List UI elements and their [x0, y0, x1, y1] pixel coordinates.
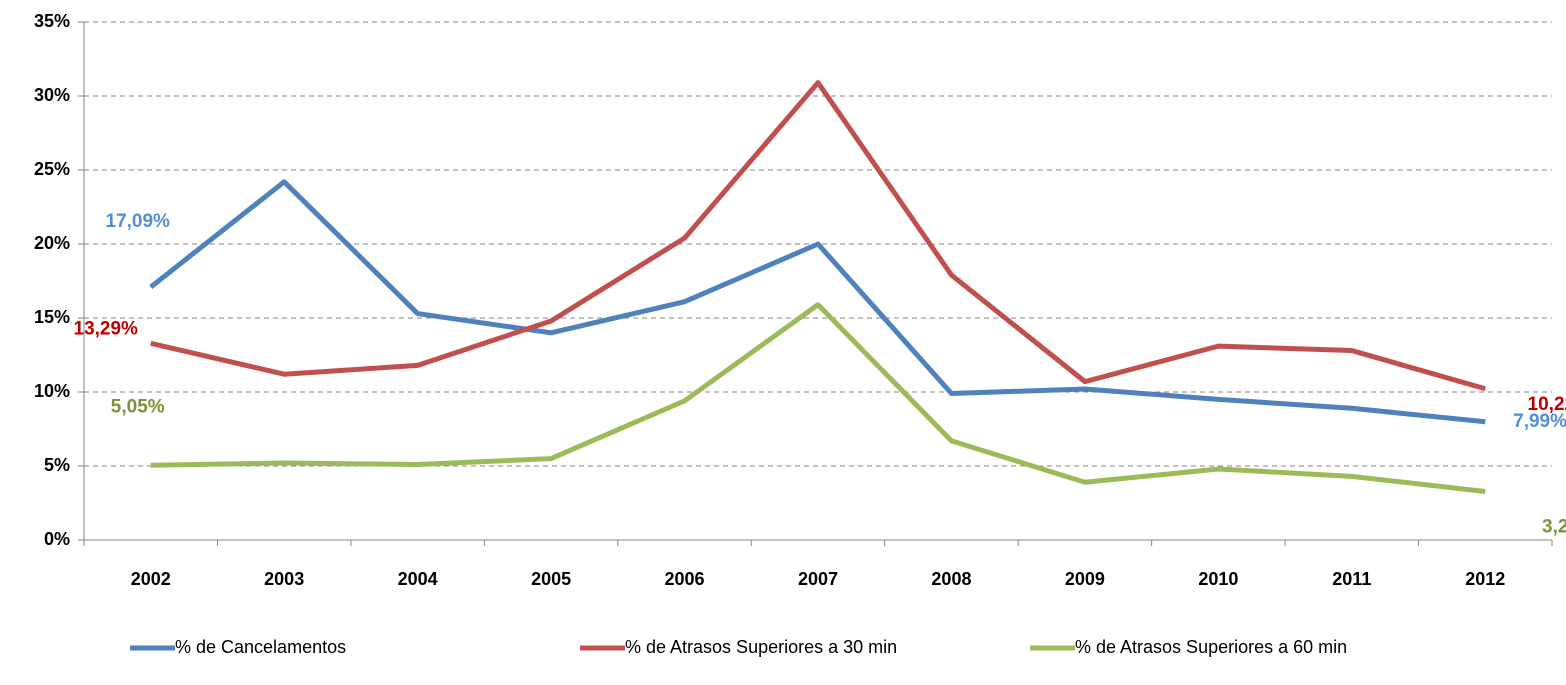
series-line — [149, 179, 1486, 425]
y-tick-label: 0% — [44, 529, 70, 549]
y-tick-label: 30% — [34, 85, 70, 105]
data-label: 5,05% — [111, 396, 165, 417]
legend-label: % de Cancelamentos — [175, 637, 346, 657]
x-tick-label: 2011 — [1332, 569, 1371, 589]
y-tick-label: 35% — [34, 11, 70, 31]
y-tick-label: 20% — [34, 233, 70, 253]
data-label: 10,22% — [1528, 394, 1566, 415]
x-tick-label: 2008 — [931, 569, 971, 589]
x-tick-label: 2004 — [398, 569, 438, 589]
x-tick-label: 2002 — [131, 569, 171, 589]
legend-label: % de Atrasos Superiores a 60 min — [1075, 637, 1347, 657]
data-label: 17,09% — [106, 211, 171, 232]
series-line — [150, 302, 1486, 494]
x-tick-label: 2003 — [264, 569, 304, 589]
y-tick-label: 5% — [44, 455, 70, 475]
y-tick-label: 25% — [34, 159, 70, 179]
data-label: 7,99% — [1513, 411, 1566, 432]
series-line — [150, 80, 1486, 392]
data-label: 13,29% — [74, 318, 139, 339]
y-tick-label: 15% — [34, 307, 70, 327]
x-tick-label: 2007 — [798, 569, 838, 589]
y-tick-label: 10% — [34, 381, 70, 401]
x-tick-label: 2005 — [531, 569, 571, 589]
x-tick-label: 2010 — [1198, 569, 1238, 589]
x-tick-label: 2006 — [665, 569, 705, 589]
data-label: 3,28% — [1542, 516, 1566, 537]
legend-label: % de Atrasos Superiores a 30 min — [625, 637, 897, 657]
x-tick-label: 2009 — [1065, 569, 1105, 589]
x-tick-label: 2012 — [1465, 569, 1505, 589]
